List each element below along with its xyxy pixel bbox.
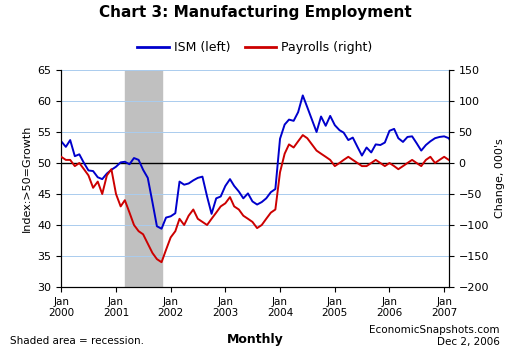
Text: Monthly: Monthly — [226, 334, 283, 346]
Bar — [125, 70, 161, 287]
Text: Chart 3: Manufacturing Employment: Chart 3: Manufacturing Employment — [98, 5, 411, 20]
Text: Shaded area = recession.: Shaded area = recession. — [10, 336, 144, 346]
Legend: ISM (left), Payrolls (right): ISM (left), Payrolls (right) — [132, 36, 377, 59]
Text: EconomicSnapshots.com
Dec 2, 2006: EconomicSnapshots.com Dec 2, 2006 — [369, 325, 499, 346]
Y-axis label: Index:>50=Growth: Index:>50=Growth — [22, 125, 32, 232]
Y-axis label: Change, 000's: Change, 000's — [494, 139, 503, 218]
